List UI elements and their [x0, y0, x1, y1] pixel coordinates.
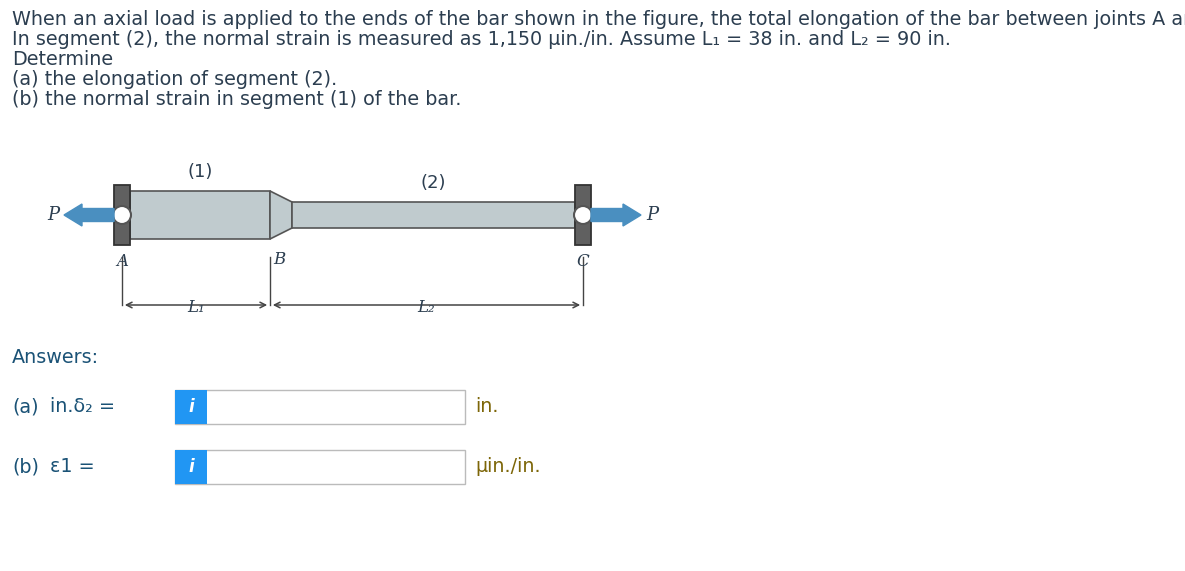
Text: When an axial load is applied to the ends of the bar shown in the figure, the to: When an axial load is applied to the end… [12, 10, 1185, 29]
FancyArrow shape [64, 204, 114, 226]
Bar [175, 450, 207, 484]
Text: in.: in. [475, 397, 499, 416]
Text: (2): (2) [421, 174, 447, 192]
Text: μin./in.: μin./in. [475, 457, 540, 477]
Bar [130, 191, 270, 239]
Bar [292, 202, 575, 228]
Text: in.δ₂ =: in.δ₂ = [50, 397, 115, 416]
Text: L₂: L₂ [417, 299, 435, 316]
Text: (a): (a) [12, 397, 39, 416]
Text: (b) the normal strain in segment (1) of the bar.: (b) the normal strain in segment (1) of … [12, 90, 461, 109]
Polygon shape [270, 191, 292, 239]
Text: P: P [646, 206, 658, 224]
Bar [114, 185, 130, 245]
Bar [575, 185, 591, 245]
Text: Answers:: Answers: [12, 348, 100, 367]
Circle shape [574, 206, 592, 224]
Text: Determine: Determine [12, 50, 113, 69]
Text: B: B [273, 251, 286, 268]
Text: (a) the elongation of segment (2).: (a) the elongation of segment (2). [12, 70, 338, 89]
Text: L₁: L₁ [187, 299, 205, 316]
Text: P: P [47, 206, 59, 224]
Text: ε1 =: ε1 = [50, 457, 95, 477]
Bar [175, 390, 465, 424]
Text: C: C [577, 253, 589, 270]
Text: A: A [116, 253, 128, 270]
Circle shape [113, 206, 132, 224]
Text: (b): (b) [12, 457, 39, 477]
Bar [175, 390, 207, 424]
Bar [175, 450, 465, 484]
Text: In segment (2), the normal strain is measured as 1,150 μin./in. Assume L₁ = 38 i: In segment (2), the normal strain is mea… [12, 30, 952, 49]
Text: (1): (1) [187, 163, 212, 181]
FancyArrow shape [591, 204, 641, 226]
Text: i: i [188, 398, 194, 416]
Text: i: i [188, 458, 194, 476]
